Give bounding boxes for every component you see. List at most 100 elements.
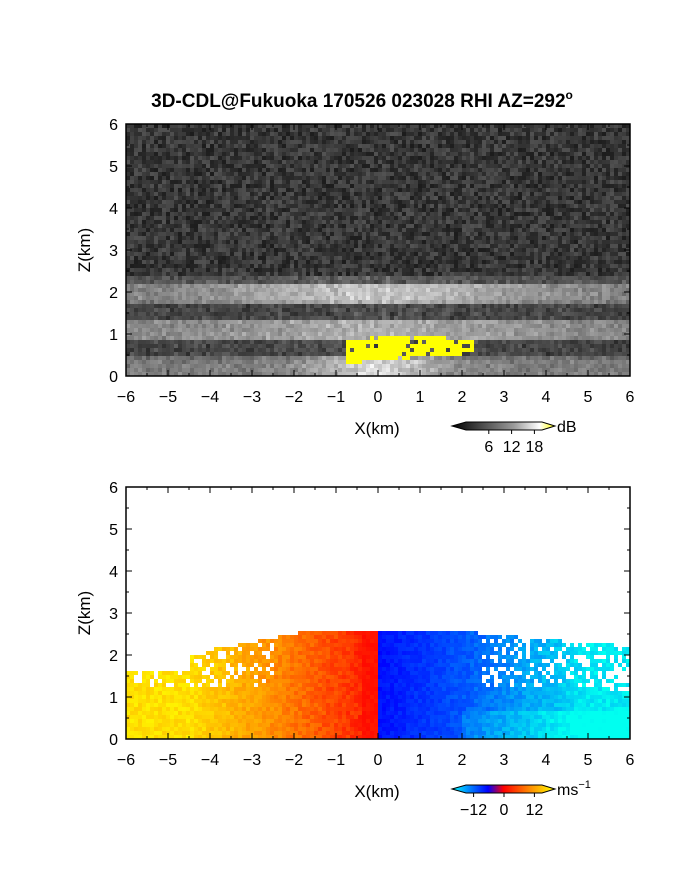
backscatter-cell: [578, 356, 582, 360]
backscatter-cell: [346, 276, 350, 280]
backscatter-cell: [530, 360, 534, 364]
backscatter-cell: [502, 228, 506, 232]
backscatter-cell: [286, 364, 290, 368]
backscatter-cell: [542, 308, 546, 312]
backscatter-cell: [206, 244, 210, 248]
backscatter-cell: [134, 224, 138, 228]
backscatter-cell: [166, 220, 170, 224]
backscatter-cell: [338, 344, 342, 348]
backscatter-cell: [430, 256, 434, 260]
backscatter-cell: [378, 220, 382, 224]
backscatter-cell: [442, 260, 446, 264]
backscatter-cell: [498, 252, 502, 256]
backscatter-cell: [310, 292, 314, 296]
backscatter-cell: [322, 348, 326, 352]
backscatter-cell: [286, 308, 290, 312]
backscatter-cell: [422, 312, 426, 316]
backscatter-cell: [130, 372, 134, 376]
backscatter-cell: [534, 296, 538, 300]
backscatter-cell: [278, 284, 282, 288]
backscatter-cell: [230, 312, 234, 316]
backscatter-cell: [334, 292, 338, 296]
backscatter-cell: [570, 352, 574, 356]
backscatter-cell: [454, 364, 458, 368]
backscatter-cell: [434, 308, 438, 312]
backscatter-cell: [510, 348, 514, 352]
backscatter-cell: [574, 232, 578, 236]
backscatter-cell: [586, 316, 590, 320]
backscatter-cell: [330, 220, 334, 224]
backscatter-cell: [590, 344, 594, 348]
backscatter-cell: [234, 288, 238, 292]
backscatter-cell: [270, 224, 274, 228]
backscatter-cell: [158, 360, 162, 364]
backscatter-cell: [278, 312, 282, 316]
backscatter-cell: [330, 308, 334, 312]
backscatter-cell: [494, 272, 498, 276]
backscatter-cell: [474, 256, 478, 260]
backscatter-cell: [542, 324, 546, 328]
backscatter-cell: [566, 312, 570, 316]
backscatter-cell: [590, 240, 594, 244]
backscatter-cell: [202, 248, 206, 252]
backscatter-cell: [594, 368, 598, 372]
backscatter-cell: [410, 284, 414, 288]
backscatter-cell: [306, 216, 310, 220]
backscatter-cell: [206, 260, 210, 264]
backscatter-cell: [522, 348, 526, 352]
backscatter-cell: [534, 344, 538, 348]
backscatter-cell: [282, 244, 286, 248]
backscatter-cell: [334, 296, 338, 300]
backscatter-cell: [582, 348, 586, 352]
backscatter-cell: [474, 288, 478, 292]
backscatter-cell: [498, 244, 502, 248]
backscatter-cell: [414, 256, 418, 260]
backscatter-cell: [286, 344, 290, 348]
backscatter-cell: [250, 240, 254, 244]
backscatter-cell: [158, 288, 162, 292]
backscatter-cell: [242, 220, 246, 224]
backscatter-cell: [358, 280, 362, 284]
backscatter-cell: [202, 268, 206, 272]
backscatter-cell: [326, 264, 330, 268]
backscatter-cell: [626, 236, 630, 240]
backscatter-cell: [374, 336, 378, 340]
backscatter-cell: [498, 348, 502, 352]
backscatter-cell: [158, 332, 162, 336]
backscatter-cell: [286, 300, 290, 304]
backscatter-cell: [126, 272, 130, 276]
backscatter-cell: [250, 292, 254, 296]
backscatter-cell: [594, 292, 598, 296]
backscatter-cell: [510, 336, 514, 340]
backscatter-cell: [402, 256, 406, 260]
backscatter-cell: [166, 236, 170, 240]
backscatter-cell: [586, 328, 590, 332]
backscatter-cell: [278, 296, 282, 300]
backscatter-cell: [314, 260, 318, 264]
backscatter-cell: [526, 340, 530, 344]
backscatter-cell: [398, 288, 402, 292]
backscatter-cell: [474, 344, 478, 348]
backscatter-cell: [606, 220, 610, 224]
backscatter-cell: [226, 360, 230, 364]
backscatter-cell: [414, 312, 418, 316]
backscatter-cell: [546, 320, 550, 324]
backscatter-cell: [606, 328, 610, 332]
backscatter-cell: [254, 356, 258, 360]
backscatter-cell: [406, 228, 410, 232]
backscatter-cell: [582, 324, 586, 328]
backscatter-cell: [266, 228, 270, 232]
backscatter-cell: [142, 264, 146, 268]
backscatter-cell: [494, 264, 498, 268]
backscatter-cell: [362, 292, 366, 296]
backscatter-cell: [154, 320, 158, 324]
backscatter-cell: [438, 216, 442, 220]
backscatter-cell: [518, 340, 522, 344]
backscatter-cell: [374, 280, 378, 284]
backscatter-cell: [286, 304, 290, 308]
backscatter-cell: [506, 260, 510, 264]
backscatter-cell: [338, 220, 342, 224]
backscatter-cell: [246, 272, 250, 276]
backscatter-cell: [230, 264, 234, 268]
backscatter-cell: [442, 312, 446, 316]
